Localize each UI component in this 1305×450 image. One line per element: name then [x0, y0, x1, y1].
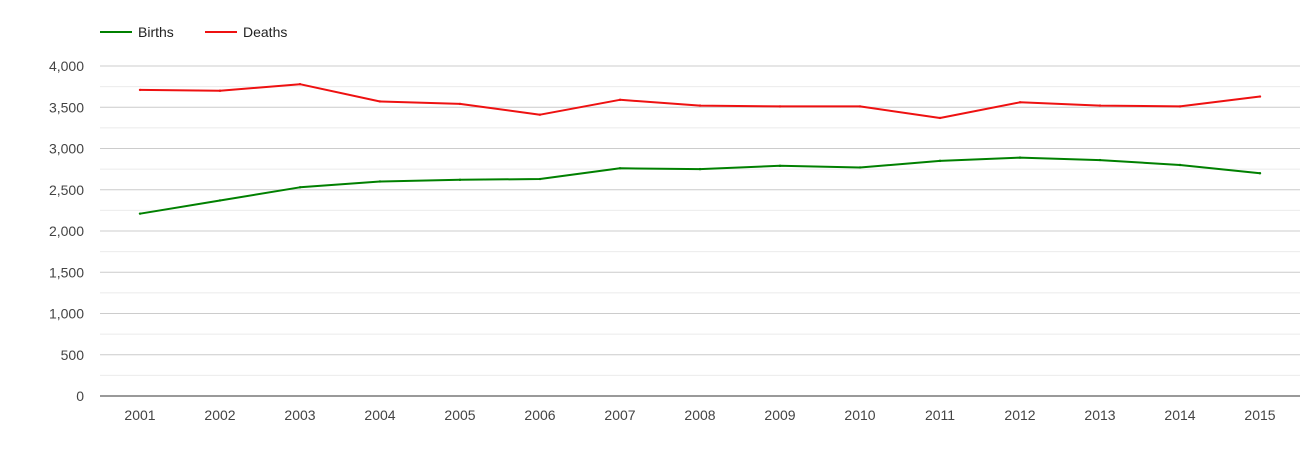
x-tick-label: 2011	[925, 407, 955, 423]
data-point-births	[458, 178, 462, 182]
x-axis: 2001 2002 2003 2004 2005 2006 2007 2008 2009 2010…	[100, 395, 1300, 423]
y-tick-label: 3,000	[49, 141, 84, 157]
x-tick-label: 2010	[844, 407, 875, 423]
data-point-deaths	[218, 89, 222, 92]
x-tick-label: 2014	[1164, 407, 1195, 423]
data-point-deaths	[1178, 105, 1182, 108]
series-line-deaths	[139, 83, 1261, 119]
data-point-deaths	[538, 113, 542, 116]
x-tick-label: 2007	[604, 407, 635, 423]
data-point-births	[298, 186, 302, 189]
data-point-deaths	[938, 116, 942, 120]
data-point-deaths	[1018, 101, 1022, 104]
data-point-births	[218, 199, 222, 202]
x-tick-label: 2004	[364, 407, 395, 423]
y-tick-label: 1,000	[49, 306, 84, 322]
series-line-births	[139, 156, 1261, 215]
x-tick-label: 2003	[284, 407, 315, 423]
x-tick-label: 2012	[1004, 407, 1035, 423]
y-tick-label: 2,500	[49, 182, 84, 198]
data-point-births	[538, 177, 542, 181]
data-point-births	[778, 164, 782, 168]
gridlines	[100, 65, 1300, 376]
x-tick-label: 2013	[1084, 407, 1115, 423]
x-tick-label: 2008	[684, 407, 715, 423]
y-tick-label: 1,500	[49, 264, 84, 280]
data-point-deaths	[778, 105, 782, 108]
data-point-deaths	[138, 88, 142, 92]
data-point-births	[858, 166, 862, 169]
data-point-births	[1018, 156, 1022, 159]
x-tick-label: 2001	[124, 407, 155, 423]
y-tick-label: 2,000	[49, 223, 84, 239]
data-point-deaths	[1098, 104, 1102, 107]
legend-item-births: Births	[100, 24, 174, 40]
data-point-deaths	[618, 98, 622, 102]
y-tick-label: 4,000	[49, 58, 84, 74]
data-point-deaths	[858, 105, 862, 108]
x-tick-label: 2005	[444, 407, 475, 423]
y-tick-label: 500	[61, 347, 85, 363]
data-point-births	[1178, 163, 1182, 167]
data-point-deaths	[298, 82, 302, 86]
y-axis: 0 500 1,000 1,500 2,000 2,500 3,000 3,500 4,000	[49, 58, 84, 404]
data-point-deaths	[458, 102, 462, 106]
legend: Births Deaths	[100, 24, 287, 40]
y-tick-label: 3,500	[49, 99, 84, 115]
series-lines	[138, 82, 1262, 215]
data-point-births	[1258, 172, 1262, 175]
legend-label-deaths: Deaths	[243, 24, 287, 40]
data-point-births	[698, 167, 702, 171]
data-point-births	[938, 159, 942, 163]
data-point-births	[618, 167, 622, 170]
x-tick-label: 2006	[524, 407, 555, 423]
data-point-births	[138, 212, 142, 215]
legend-item-deaths: Deaths	[205, 24, 287, 40]
data-point-deaths	[698, 104, 702, 107]
data-point-deaths	[1258, 95, 1262, 98]
x-tick-label: 2015	[1244, 407, 1275, 423]
data-point-births	[1098, 158, 1102, 162]
x-tick-label: 2009	[764, 407, 795, 423]
y-tick-label: 0	[76, 388, 84, 404]
x-tick-label: 2002	[204, 407, 235, 423]
legend-label-births: Births	[138, 24, 174, 40]
data-point-births	[378, 180, 382, 183]
data-point-deaths	[378, 100, 382, 103]
